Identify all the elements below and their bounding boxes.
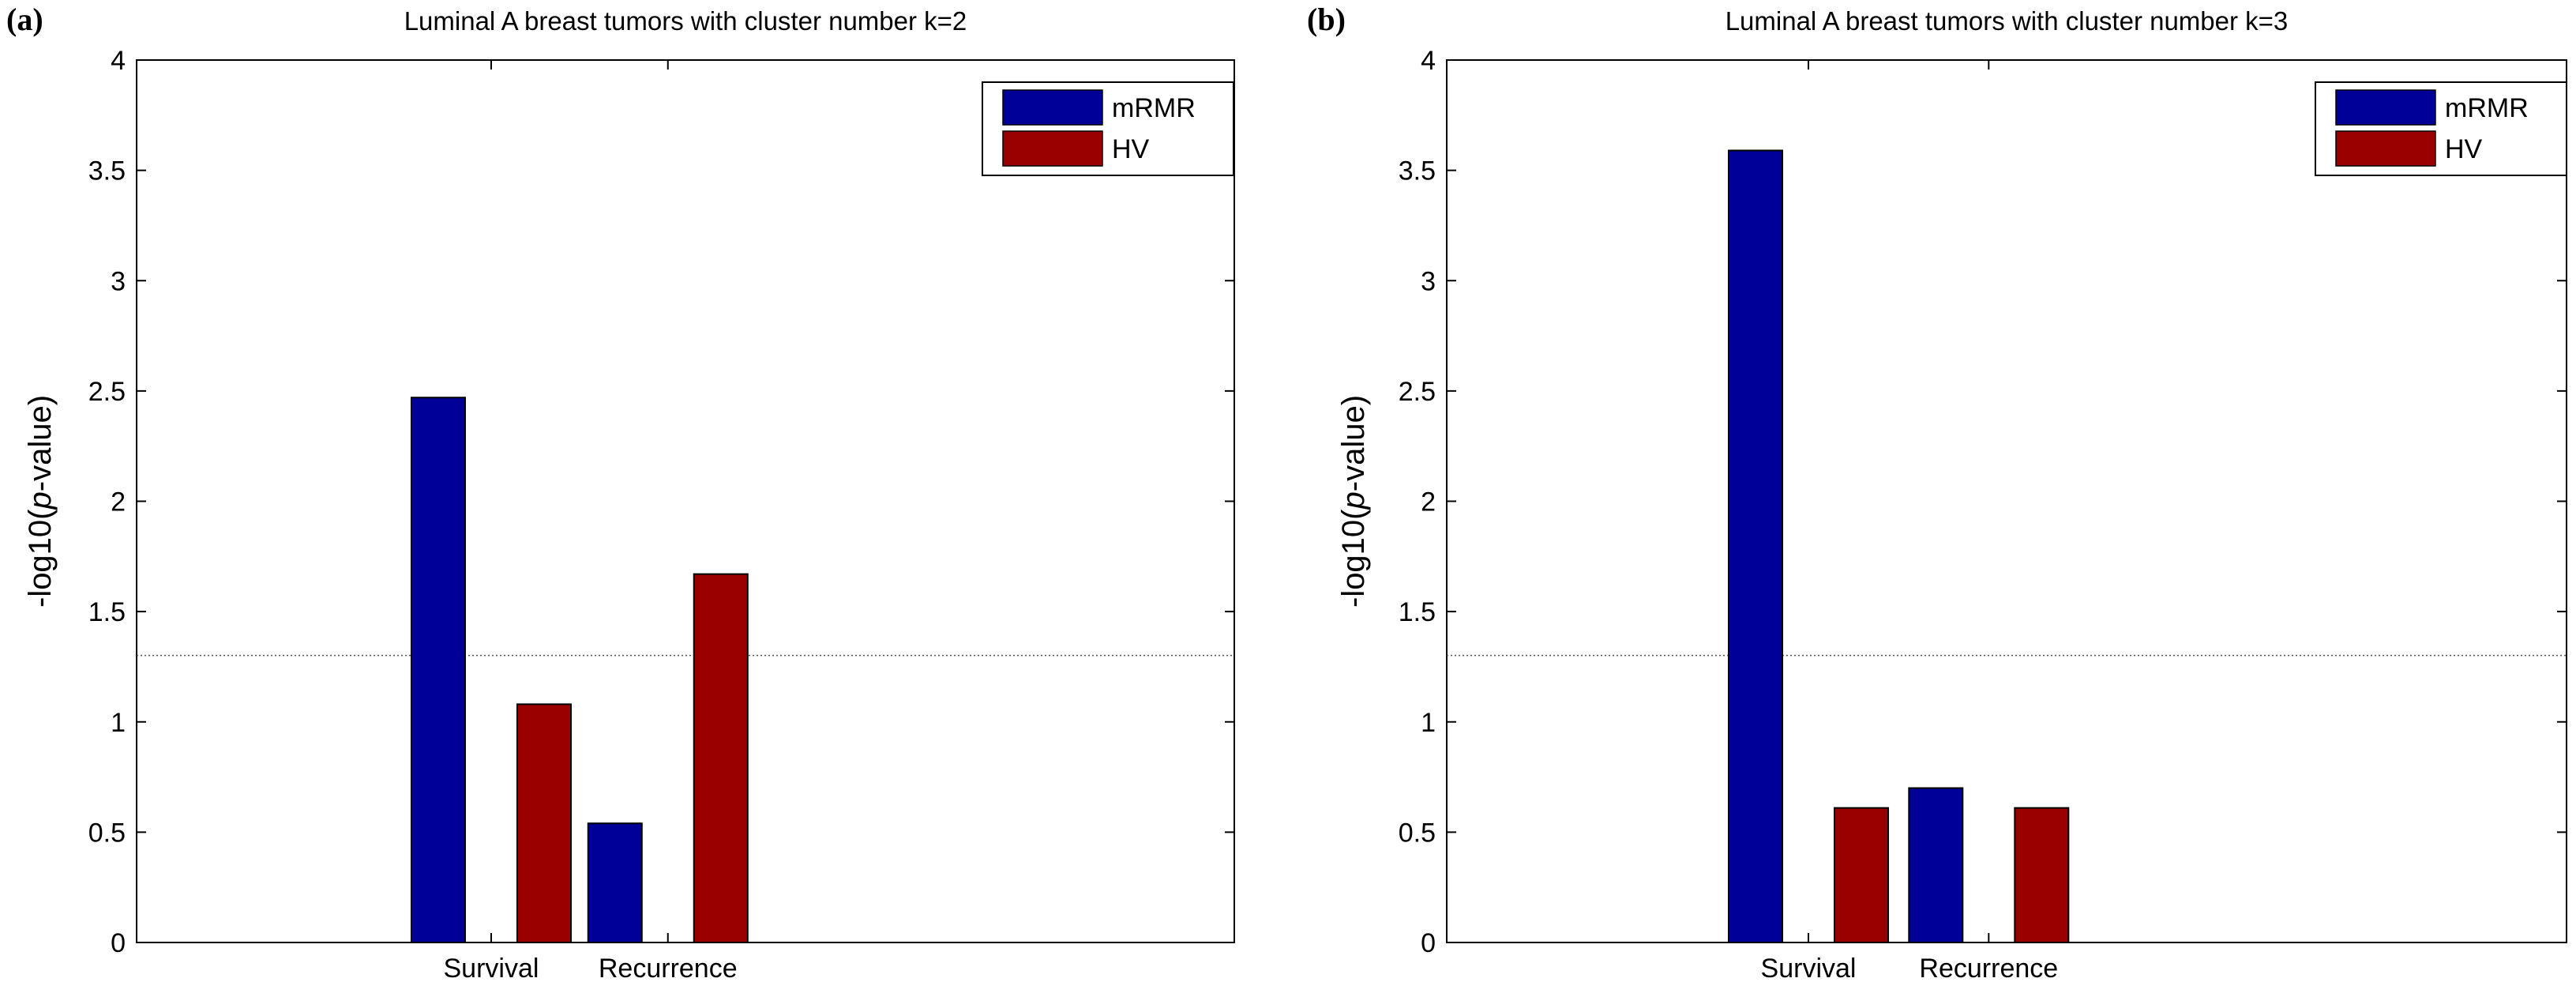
y-tick-label: 2 [1421, 487, 1436, 517]
x-tick-label: Survival [1761, 954, 1857, 984]
y-axis-label: -log10(p-value) [1336, 395, 1371, 608]
y-axis-label: -log10(p-value) [23, 395, 58, 608]
x-tick-label: Recurrence [1919, 954, 2058, 984]
bar-hv-survival [1834, 807, 1890, 943]
y-tick-label: 3.5 [1399, 156, 1436, 186]
legend-swatch-mrmr [2335, 89, 2436, 126]
y-tick-label: 2 [111, 487, 126, 517]
legend-label-mrmr: mRMR [1112, 93, 1196, 123]
legend-swatch-hv [1002, 130, 1103, 167]
bar-hv-recurrence [2014, 807, 2070, 943]
chart-panel-a: (a) Luminal A breast tumors with cluster … [6, 2, 1235, 984]
legend-label-mrmr: mRMR [2445, 93, 2529, 123]
y-tick-label: 2.5 [1399, 377, 1436, 407]
legend-swatch-hv [2335, 130, 2436, 167]
y-tick-label: 2.5 [88, 377, 126, 407]
bar-hv-survival [516, 703, 572, 943]
bar-mrmr-recurrence [587, 822, 643, 943]
y-tick-label: 0 [111, 928, 126, 958]
plot-area [136, 59, 1235, 943]
y-tick-label: 3.5 [88, 156, 126, 186]
chart-title: Luminal A breast tumors with cluster num… [1725, 6, 2289, 36]
y-tick-label: 1.5 [88, 597, 126, 627]
chart-panel-b: (b) Luminal A breast tumors with cluster … [1307, 2, 2567, 984]
bar-hv-recurrence [693, 573, 749, 944]
y-tick-label: 0.5 [1399, 818, 1436, 848]
bar-mrmr-survival [1728, 149, 1784, 943]
y-tick-label: 3 [111, 266, 126, 296]
panel-label: (a) [6, 2, 43, 37]
x-tick-label: Recurrence [599, 954, 738, 984]
bar-mrmr-survival [410, 397, 466, 943]
chart-title: Luminal A breast tumors with cluster num… [404, 6, 967, 36]
y-tick-label: 3 [1421, 266, 1436, 296]
y-tick-label: 1.5 [1399, 597, 1436, 627]
plot-area [1446, 59, 2567, 943]
bar-mrmr-recurrence [1908, 787, 1964, 944]
y-tick-label: 4 [1421, 46, 1436, 76]
x-tick-label: Survival [444, 954, 539, 984]
legend-label-hv: HV [1112, 134, 1150, 164]
y-tick-label: 1 [1421, 708, 1436, 738]
y-tick-label: 4 [111, 46, 126, 76]
panel-label: (b) [1307, 2, 1346, 37]
y-tick-label: 1 [111, 708, 126, 738]
legend-swatch-mrmr [1002, 89, 1103, 126]
y-tick-label: 0.5 [88, 818, 126, 848]
y-tick-label: 0 [1421, 928, 1436, 958]
legend-label-hv: HV [2445, 134, 2483, 164]
